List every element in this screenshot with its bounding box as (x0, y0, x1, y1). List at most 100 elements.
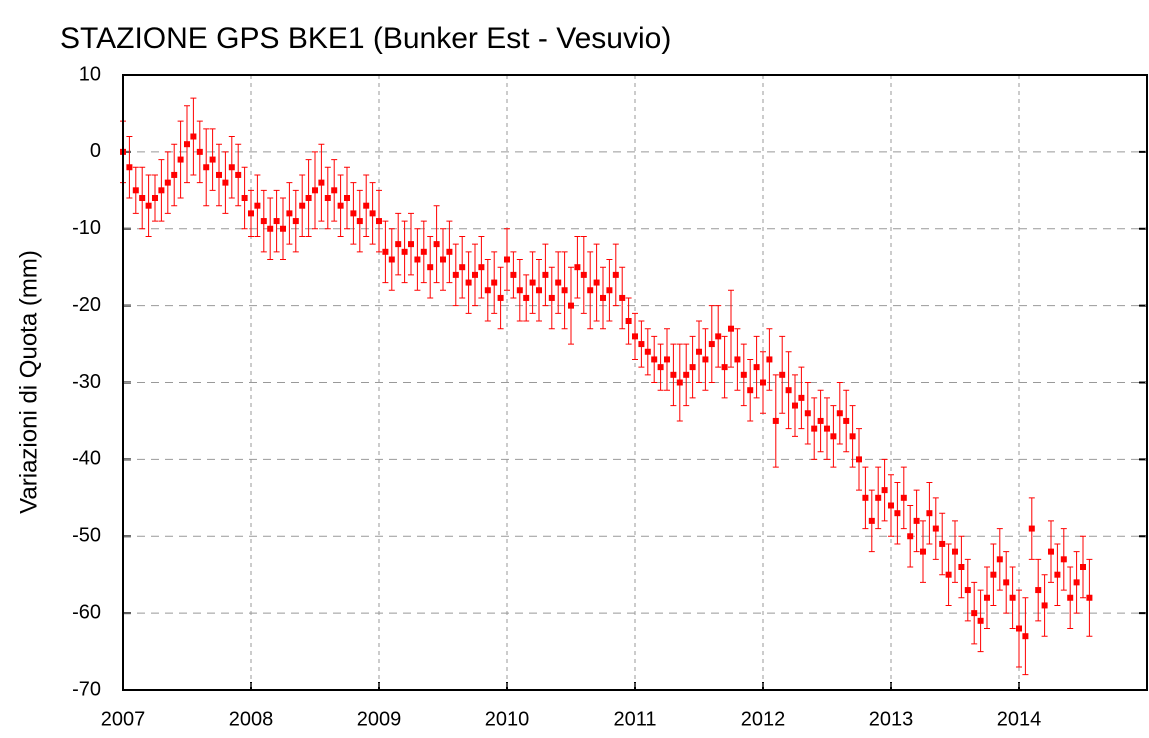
data-point (702, 356, 709, 363)
data-point (184, 141, 190, 148)
data-point (792, 402, 798, 409)
data-point (548, 294, 555, 301)
data-point (664, 356, 670, 363)
data-point (900, 494, 907, 501)
data-point (644, 348, 651, 355)
data-point (132, 187, 139, 194)
data-point (772, 417, 779, 424)
data-point (651, 356, 658, 363)
data-point (587, 287, 594, 294)
data-point (395, 241, 402, 248)
data-point (510, 271, 517, 278)
y-tick-label: -10 (72, 217, 101, 239)
data-point (280, 225, 286, 232)
data-point (1028, 525, 1035, 532)
data-point (344, 195, 350, 201)
data-point (1080, 564, 1086, 570)
data-point (824, 425, 830, 432)
data-point (382, 248, 389, 255)
data-point (235, 171, 242, 178)
data-point (523, 294, 530, 301)
data-point (657, 364, 664, 371)
data-point (1067, 594, 1074, 601)
data-point (1009, 594, 1016, 601)
data-point (388, 256, 395, 263)
data-point (139, 195, 146, 201)
data-point (574, 264, 581, 271)
data-point (670, 371, 677, 378)
data-point (632, 333, 638, 340)
data-point (990, 571, 997, 578)
x-tick-label: 2012 (741, 708, 786, 730)
data-point (222, 179, 229, 186)
data-point (305, 195, 312, 201)
data-point (408, 241, 414, 248)
data-point (433, 241, 440, 248)
data-point (542, 271, 549, 278)
data-point (952, 548, 958, 555)
data-point (760, 379, 766, 386)
data-point (356, 218, 363, 225)
data-point (452, 271, 459, 278)
data-point (248, 210, 254, 217)
y-tick-label: -40 (72, 448, 101, 470)
data-point (459, 264, 466, 271)
data-point (907, 533, 914, 540)
chart-title: STAZIONE GPS BKE1 (Bunker Est - Vesuvio) (60, 22, 671, 55)
data-point (817, 417, 824, 424)
data-point (913, 517, 920, 524)
data-point (376, 218, 382, 225)
data-point (561, 287, 568, 294)
data-point (401, 248, 408, 255)
data-point (926, 510, 933, 517)
data-point (958, 564, 965, 570)
data-point (1086, 594, 1093, 601)
data-point (1022, 633, 1029, 640)
y-tick-label: -30 (72, 371, 101, 393)
x-tick-label: 2013 (869, 708, 914, 730)
data-point (798, 394, 805, 401)
data-point (331, 187, 338, 194)
data-point (728, 325, 734, 332)
data-point (152, 195, 158, 201)
data-point (766, 356, 773, 363)
data-point (190, 133, 197, 140)
data-point (843, 417, 850, 424)
data-point (504, 256, 510, 263)
data-point (1003, 579, 1010, 586)
data-point (868, 517, 875, 524)
data-point (606, 287, 613, 294)
data-point (497, 294, 504, 301)
data-point (209, 156, 216, 163)
data-point (286, 210, 293, 217)
y-tick-label: 0 (90, 140, 101, 162)
y-tick-label: -70 (72, 678, 101, 700)
data-point (888, 502, 894, 509)
data-point (1048, 548, 1054, 555)
x-tick-label: 2014 (997, 708, 1042, 730)
data-point (158, 187, 165, 194)
data-point (689, 364, 696, 371)
data-point (427, 264, 434, 271)
data-point (619, 294, 626, 301)
data-point (260, 218, 267, 225)
data-point (676, 379, 683, 386)
data-point (612, 271, 619, 278)
data-point (811, 425, 818, 432)
data-point (875, 494, 882, 501)
data-point (1041, 602, 1048, 609)
data-point (363, 202, 370, 209)
y-tick-label: -50 (72, 525, 101, 547)
data-point (862, 494, 869, 501)
data-point (932, 525, 939, 532)
data-point (164, 179, 171, 186)
data-point (171, 171, 178, 178)
data-point (721, 364, 728, 371)
data-point (177, 156, 184, 163)
data-point (977, 617, 984, 624)
data-point (350, 210, 357, 217)
data-point (203, 164, 210, 171)
data-point (715, 333, 722, 340)
data-point (1035, 587, 1042, 594)
